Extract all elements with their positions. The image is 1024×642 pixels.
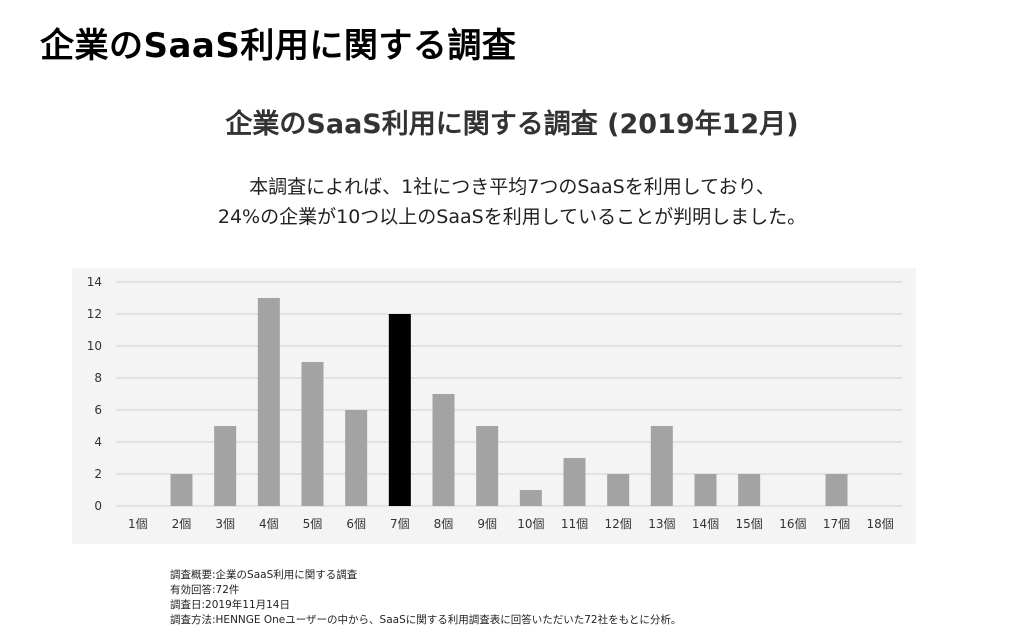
x-tick-label: 8個 xyxy=(434,517,454,531)
bar xyxy=(170,474,193,506)
x-tick-label: 1個 xyxy=(128,517,148,531)
bar-chart: 0 2 4 6 8 10 12 14 1個 2個 3個 4個 5個 6個 7個 8個 9個 10個 11個 12個 13… xyxy=(87,275,902,531)
y-tick-label: 4 xyxy=(94,435,102,449)
bar xyxy=(563,458,586,506)
summary-line-1: 本調査によれば、1社につき平均7つのSaaSを利用しており、 xyxy=(249,176,775,198)
bar xyxy=(388,314,411,506)
y-tick-label: 12 xyxy=(87,307,102,321)
summary-line-2: 24%の企業が10つ以上のSaaSを利用していることが判明しました。 xyxy=(217,206,807,228)
x-tick-label: 17個 xyxy=(823,517,850,531)
x-tick-label: 10個 xyxy=(517,517,544,531)
x-tick-label: 14個 xyxy=(692,517,719,531)
x-tick-label: 4個 xyxy=(259,517,279,531)
x-tick-label: 3個 xyxy=(215,517,235,531)
bar xyxy=(257,298,280,506)
y-tick-label: 8 xyxy=(94,371,102,385)
y-tick-label: 2 xyxy=(94,467,102,481)
x-tick-label: 5個 xyxy=(303,517,323,531)
x-tick-label: 11個 xyxy=(561,517,588,531)
bar xyxy=(607,474,630,506)
y-tick-label: 10 xyxy=(87,339,102,353)
slide-title: 企業のSaaS利用に関する調査 xyxy=(40,26,517,66)
x-tick-label: 12個 xyxy=(605,517,632,531)
survey-notes: 調査概要:企業のSaaS利用に関する調査 有効回答:72件 調査日:2019年1… xyxy=(170,568,681,628)
bar xyxy=(214,426,237,506)
x-tick-label: 9個 xyxy=(477,517,497,531)
bar xyxy=(432,394,455,506)
bar xyxy=(476,426,499,506)
x-tick-label: 16個 xyxy=(779,517,806,531)
x-tick-label: 2個 xyxy=(172,517,192,531)
x-tick-label: 18個 xyxy=(867,517,894,531)
bar xyxy=(301,362,324,506)
bar xyxy=(694,474,717,506)
bar xyxy=(519,490,542,506)
bar xyxy=(825,474,848,506)
x-tick-label: 15個 xyxy=(736,517,763,531)
notes-line-date: 調査日:2019年11月14日 xyxy=(170,599,290,611)
notes-line-overview: 調査概要:企業のSaaS利用に関する調査 xyxy=(170,569,358,581)
x-tick-label: 7個 xyxy=(390,517,410,531)
y-tick-label: 6 xyxy=(94,403,102,417)
x-tick-label: 6個 xyxy=(346,517,366,531)
y-tick-label: 14 xyxy=(87,275,102,289)
bar xyxy=(738,474,761,506)
summary-text: 本調査によれば、1社につき平均7つのSaaSを利用しており、 24%の企業が10… xyxy=(0,172,1024,232)
chart-area: 0 2 4 6 8 10 12 14 1個 2個 3個 4個 5個 6個 7個 8個 9個 10個 11個 12個 13… xyxy=(72,268,916,544)
x-tick-label: 13個 xyxy=(648,517,675,531)
notes-line-responses: 有効回答:72件 xyxy=(170,584,240,596)
bar xyxy=(650,426,673,506)
notes-line-method: 調査方法:HENNGE Oneユーザーの中から、SaaSに関する利用調査表に回答… xyxy=(170,614,682,626)
bar xyxy=(345,410,368,506)
y-tick-label: 0 xyxy=(94,499,102,513)
chart-title: 企業のSaaS利用に関する調査 (2019年12月) xyxy=(225,109,799,140)
